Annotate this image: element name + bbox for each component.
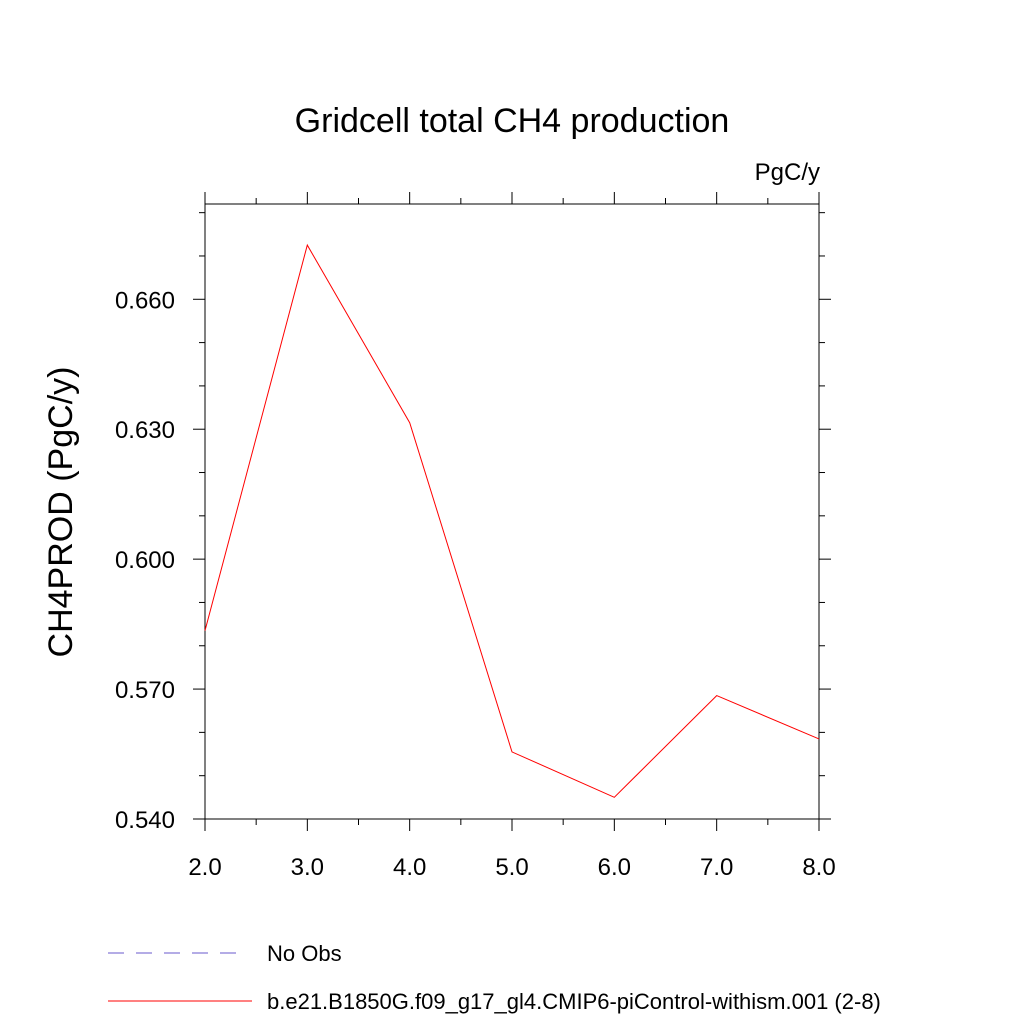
x-tick-label: 3.0 [291, 854, 324, 881]
series-group [204, 243, 820, 798]
x-tick-labels: 2.0 3.0 4.0 5.0 6.0 7.0 8.0 [188, 854, 835, 881]
y-tick-label: 0.540 [115, 807, 175, 834]
legend-label-no-obs: No Obs [267, 941, 342, 966]
axis-ticks [193, 192, 831, 831]
x-tick-label: 2.0 [188, 854, 221, 881]
x-tick-label: 5.0 [495, 854, 528, 881]
chart-title: Gridcell total CH4 production [295, 102, 730, 140]
plot-frame [204, 203, 820, 820]
y-tick-label: 0.600 [115, 547, 175, 574]
legend: No Obs b.e21.B1850G.f09_g17_gl4.CMIP6-pi… [108, 941, 881, 1014]
y-axis-label: CH4PROD (PgC/y) [42, 367, 80, 658]
y-tick-label: 0.570 [115, 677, 175, 704]
series-line-0 [204, 243, 820, 798]
y-tick-label: 0.630 [115, 417, 175, 444]
y-tick-labels: 0.540 0.570 0.600 0.630 0.660 [115, 287, 175, 834]
units-label: PgC/y [755, 159, 820, 186]
x-tick-label: 8.0 [802, 854, 835, 881]
y-tick-label: 0.660 [115, 287, 175, 314]
x-tick-label: 7.0 [700, 854, 733, 881]
x-tick-label: 6.0 [598, 854, 631, 881]
legend-label-model: b.e21.B1850G.f09_g17_gl4.CMIP6-piControl… [267, 989, 881, 1014]
x-tick-label: 4.0 [393, 854, 426, 881]
